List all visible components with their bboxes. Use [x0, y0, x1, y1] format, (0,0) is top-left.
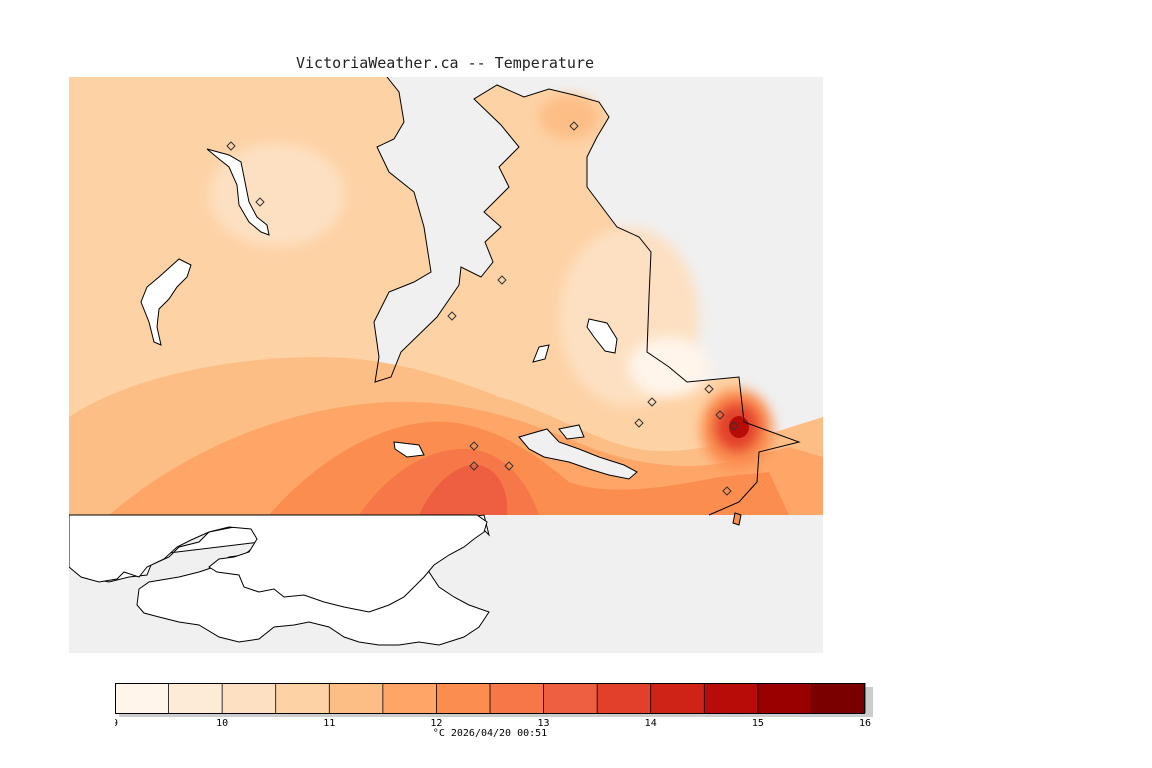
- station-marker-icon[interactable]: [447, 311, 457, 321]
- temperature-map: [69, 77, 823, 653]
- lake-small: [532, 344, 550, 363]
- station-marker-icon[interactable]: [469, 461, 479, 471]
- colorbar-swatch: [757, 683, 812, 713]
- colorbar-tick-label: 13: [538, 718, 550, 727]
- lake-north: [206, 148, 270, 236]
- colorbar-swatch: [490, 683, 545, 713]
- colorbar: 9 10 11 12 13 14 15 16: [115, 683, 873, 727]
- colorbar-swatch: [115, 683, 170, 713]
- station-marker-icon[interactable]: [569, 121, 579, 131]
- colorbar-swatch: [275, 683, 330, 713]
- colorbar-swatch: [811, 683, 866, 713]
- inlet-harbour: [518, 428, 638, 480]
- peninsula-tip-warm: [539, 95, 599, 139]
- colorbar-tick-label: 9: [115, 718, 118, 727]
- colorbar-tick-label: 14: [645, 718, 657, 727]
- isotherm-13-5: [419, 464, 508, 515]
- coastline-main: [373, 77, 801, 516]
- station-marker-icon[interactable]: [722, 486, 732, 496]
- colorbar-swatch: [168, 683, 223, 713]
- caption-unit: °C: [432, 728, 445, 739]
- colorbar-tick-labels: 9 10 11 12 13 14 15 16: [115, 718, 871, 727]
- caption-timestamp: 2026/04/20 00:51: [450, 728, 548, 739]
- station-markers: [226, 121, 739, 496]
- colorbar-swatch: [222, 683, 277, 713]
- colorbar-tick-label: 11: [323, 718, 335, 727]
- colorbar-tick-label: 12: [430, 718, 442, 727]
- station-marker-icon[interactable]: [634, 418, 644, 428]
- hotspot-3: [729, 416, 749, 438]
- colorbar-swatches: [115, 683, 866, 713]
- chart-title: VictoriaWeather.ca -- Temperature: [295, 54, 594, 72]
- colorbar-swatch: [436, 683, 491, 713]
- station-marker-icon[interactable]: [647, 397, 657, 407]
- islet: [732, 512, 742, 526]
- station-marker-icon[interactable]: [704, 384, 714, 394]
- colorbar-swatch: [650, 683, 705, 713]
- station-marker-icon[interactable]: [255, 197, 265, 207]
- station-marker-icon[interactable]: [226, 141, 236, 151]
- lake-west: [140, 258, 192, 346]
- lake-east: [586, 318, 618, 354]
- colorbar-swatch: [543, 683, 598, 713]
- station-marker-icon[interactable]: [497, 275, 507, 285]
- colorbar-swatch: [704, 683, 759, 713]
- station-marker-icon[interactable]: [729, 421, 739, 431]
- colorbar-tick-label: 10: [216, 718, 228, 727]
- colorbar-tick-label: 16: [859, 718, 871, 727]
- colorbar-swatch: [597, 683, 652, 713]
- island-south-main: [69, 514, 488, 613]
- colorbar-swatch: [329, 683, 384, 713]
- colorbar-swatch: [382, 683, 437, 713]
- station-marker-icon[interactable]: [715, 410, 725, 420]
- station-marker-icon[interactable]: [504, 461, 514, 471]
- inlet-small: [558, 424, 585, 440]
- station-marker-icon[interactable]: [469, 441, 479, 451]
- colorbar-frame: [115, 683, 865, 714]
- temperature-field: [69, 77, 823, 515]
- caption: °C 2026/04/20 00:51: [115, 728, 865, 739]
- colorbar-tick-label: 15: [752, 718, 764, 727]
- cool-pocket-north: [209, 143, 345, 247]
- lake-south: [393, 441, 425, 458]
